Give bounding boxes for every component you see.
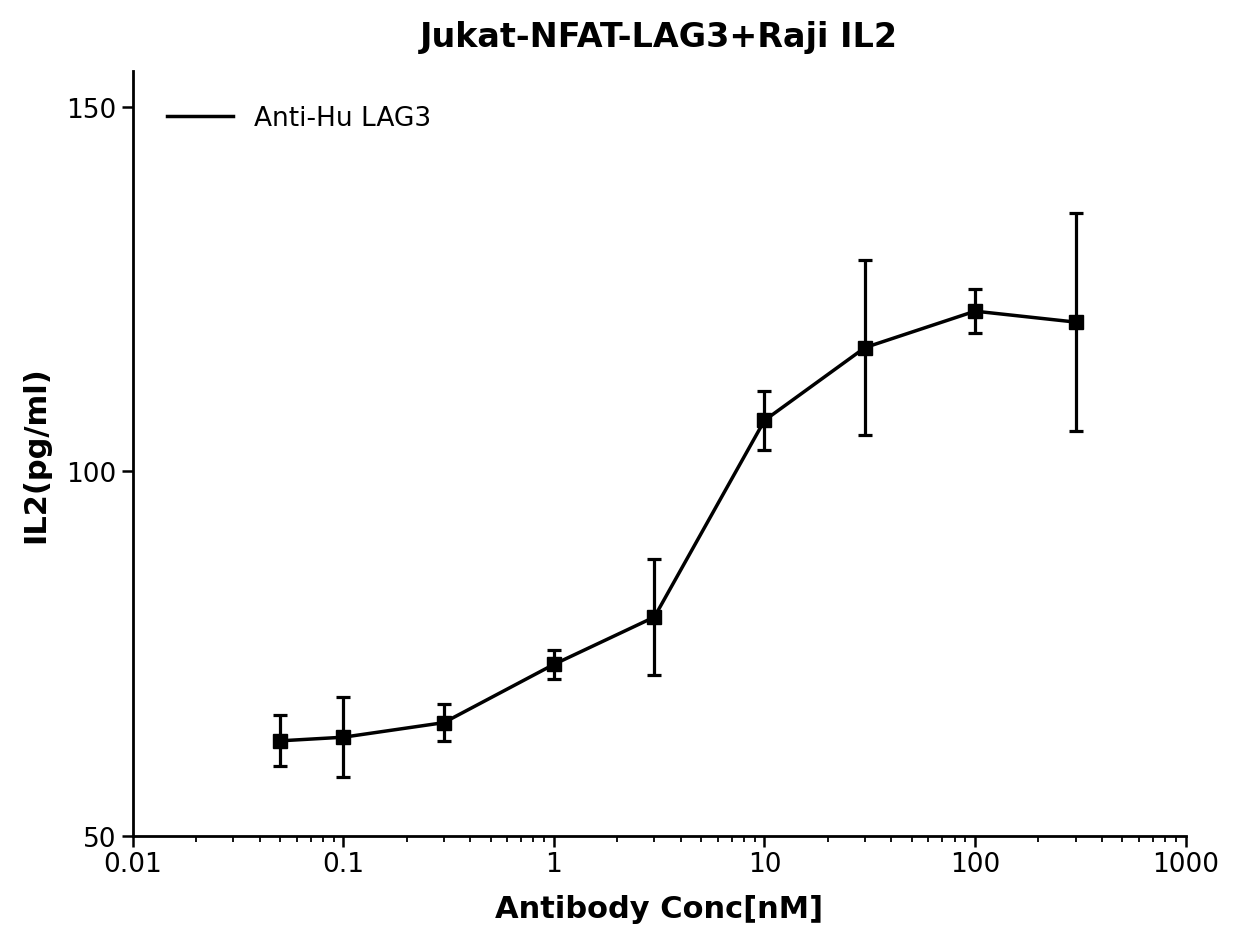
X-axis label: Antibody Conc[nM]: Antibody Conc[nM] — [495, 894, 823, 923]
Y-axis label: IL2(pg/ml): IL2(pg/ml) — [21, 365, 50, 542]
Title: Jukat-NFAT-LAG3+Raji IL2: Jukat-NFAT-LAG3+Raji IL2 — [420, 21, 898, 54]
Legend: Anti-Hu LAG3: Anti-Hu LAG3 — [146, 85, 453, 153]
